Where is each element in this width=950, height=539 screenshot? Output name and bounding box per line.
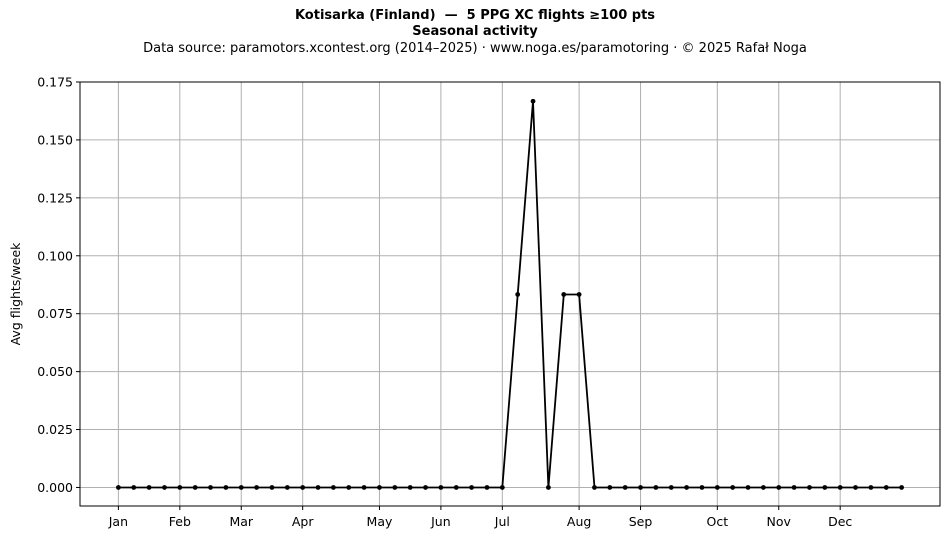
x-tick-label: Jul xyxy=(494,514,510,529)
data-point xyxy=(192,485,198,490)
data-point xyxy=(760,485,766,490)
data-point xyxy=(622,485,628,490)
data-point xyxy=(883,485,889,490)
data-point xyxy=(254,485,260,490)
data-point xyxy=(377,485,382,490)
x-tick-label: May xyxy=(367,514,393,529)
x-tick-label: Nov xyxy=(767,514,792,529)
data-point xyxy=(407,485,413,490)
data-point xyxy=(853,485,858,490)
x-tick-label: Sep xyxy=(629,514,653,529)
y-tick-label: 0.125 xyxy=(37,190,73,205)
data-point xyxy=(545,485,551,490)
x-axis: Jan Feb Mar Apr May Jun Jul Aug Sep Oct Nov Dec xyxy=(108,506,852,529)
data-point xyxy=(699,485,705,490)
data-point xyxy=(730,485,736,490)
data-point xyxy=(423,485,428,490)
grid-lines xyxy=(80,81,940,506)
y-tick-label: 0.025 xyxy=(37,422,73,437)
y-tick-label: 0.175 xyxy=(37,75,73,90)
data-point xyxy=(561,292,567,297)
data-point xyxy=(776,485,782,490)
data-point xyxy=(668,485,674,490)
data-point xyxy=(438,485,444,490)
x-tick-label: Dec xyxy=(828,514,852,529)
data-point xyxy=(208,485,213,490)
data-point xyxy=(868,485,874,490)
x-tick-label: Apr xyxy=(292,514,314,529)
data-point xyxy=(484,485,490,490)
data-point xyxy=(115,485,121,490)
x-tick-label: Oct xyxy=(707,514,729,529)
data-point xyxy=(315,485,321,490)
y-tick-label: 0.075 xyxy=(37,306,73,321)
y-tick-label: 0.000 xyxy=(37,480,73,495)
data-point xyxy=(469,485,475,490)
data-point xyxy=(346,485,352,490)
data-point xyxy=(223,485,229,490)
plot-frame xyxy=(79,81,941,507)
data-point xyxy=(837,485,843,490)
y-axis-label: Avg flights/week xyxy=(8,242,23,346)
data-point xyxy=(453,485,459,490)
data-point xyxy=(515,292,521,297)
y-axis: 0.000 0.025 0.050 0.075 0.100 0.125 0.150 0.175 xyxy=(37,75,80,495)
data-point xyxy=(284,485,290,490)
data-point xyxy=(238,485,244,490)
data-point xyxy=(791,485,797,490)
data-point xyxy=(392,485,398,490)
chart-title: Kotisarka (Finland) — 5 PPG XC flights ≥… xyxy=(294,8,656,23)
data-point xyxy=(807,485,812,490)
x-tick-label: Jan xyxy=(108,514,128,529)
chart-subtitle: Seasonal activity xyxy=(412,24,538,39)
x-tick-label: Feb xyxy=(169,514,191,529)
data-point xyxy=(714,485,720,490)
data-point xyxy=(162,485,167,490)
y-tick-label: 0.050 xyxy=(37,364,73,379)
data-point xyxy=(269,485,275,490)
data-point xyxy=(899,485,905,490)
data-point xyxy=(300,485,306,490)
x-tick-label: Mar xyxy=(229,514,253,529)
data-point xyxy=(499,485,505,490)
y-tick-label: 0.150 xyxy=(37,132,73,147)
data-point xyxy=(653,485,659,490)
data-point xyxy=(361,485,367,490)
data-point xyxy=(607,485,613,490)
data-point xyxy=(177,485,183,490)
x-tick-label: Aug xyxy=(567,514,591,529)
data-point xyxy=(822,485,828,490)
data-point xyxy=(576,292,582,297)
data-point xyxy=(684,485,690,490)
data-point xyxy=(131,485,137,490)
data-point xyxy=(330,485,336,490)
data-point xyxy=(146,485,152,490)
data-point xyxy=(638,485,643,490)
y-tick-label: 0.100 xyxy=(37,248,73,263)
data-point xyxy=(592,485,597,490)
chart-caption: Data source: paramotors.xcontest.org (20… xyxy=(143,41,807,56)
chart-title-block: Kotisarka (Finland) — 5 PPG XC flights ≥… xyxy=(0,8,950,57)
series-layer xyxy=(115,98,905,490)
series-line xyxy=(118,100,902,489)
data-point xyxy=(530,98,536,104)
data-point xyxy=(745,485,751,490)
x-tick-label: Jun xyxy=(430,514,451,529)
